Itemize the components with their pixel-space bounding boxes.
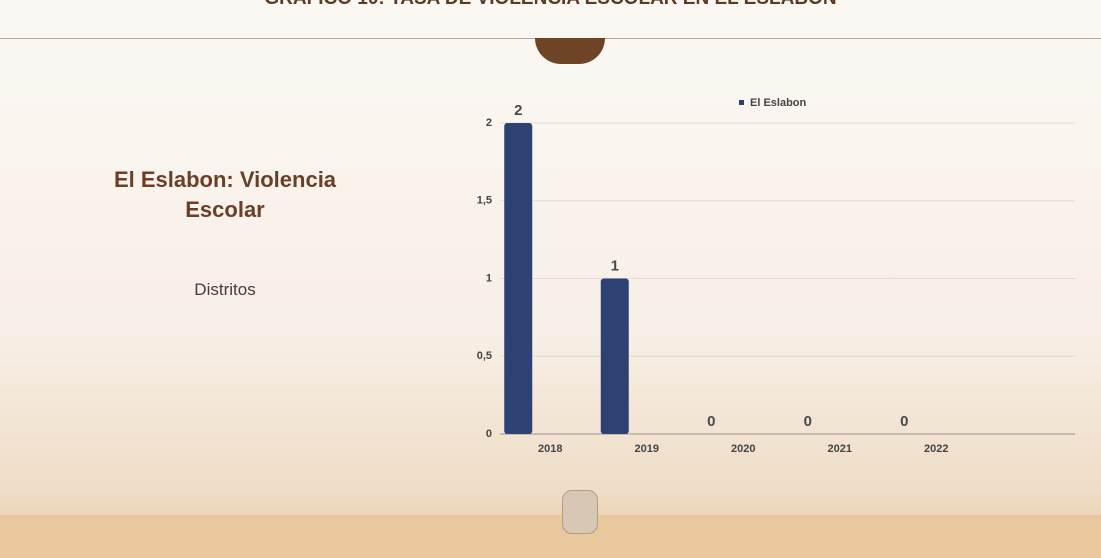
logo — [562, 490, 598, 534]
bottom-band — [0, 515, 1101, 558]
bar — [600, 278, 629, 434]
heading: El Eslabon: Violencia Escolar — [113, 167, 337, 222]
x-tick-label: 2021 — [828, 443, 852, 455]
y-tick-label: 0 — [486, 428, 492, 440]
x-tick-label: 2022 — [924, 443, 948, 455]
x-tick-label: 2018 — [538, 443, 562, 455]
slide-title: GRÁFICO 10: TASA DE VIOLENCIA ESCOLAR EN… — [0, 0, 1101, 10]
data-label: 2 — [514, 102, 522, 119]
bar — [504, 123, 533, 434]
data-label: 1 — [611, 257, 619, 274]
decoration — [535, 38, 605, 64]
y-tick-label: 1,5 — [477, 195, 492, 207]
x-tick-label: 2019 — [635, 443, 659, 455]
y-tick-label: 1 — [486, 272, 492, 284]
data-label: 0 — [707, 413, 715, 430]
y-tick-label: 2 — [486, 117, 492, 129]
subheading: Distritos — [194, 280, 256, 299]
legend-marker — [739, 100, 744, 105]
y-tick-label: 0,5 — [477, 350, 492, 362]
legend-label: El Eslabon — [750, 97, 807, 109]
data-label: 0 — [900, 413, 908, 430]
data-label: 0 — [804, 413, 812, 430]
x-tick-label: 2020 — [731, 443, 755, 455]
